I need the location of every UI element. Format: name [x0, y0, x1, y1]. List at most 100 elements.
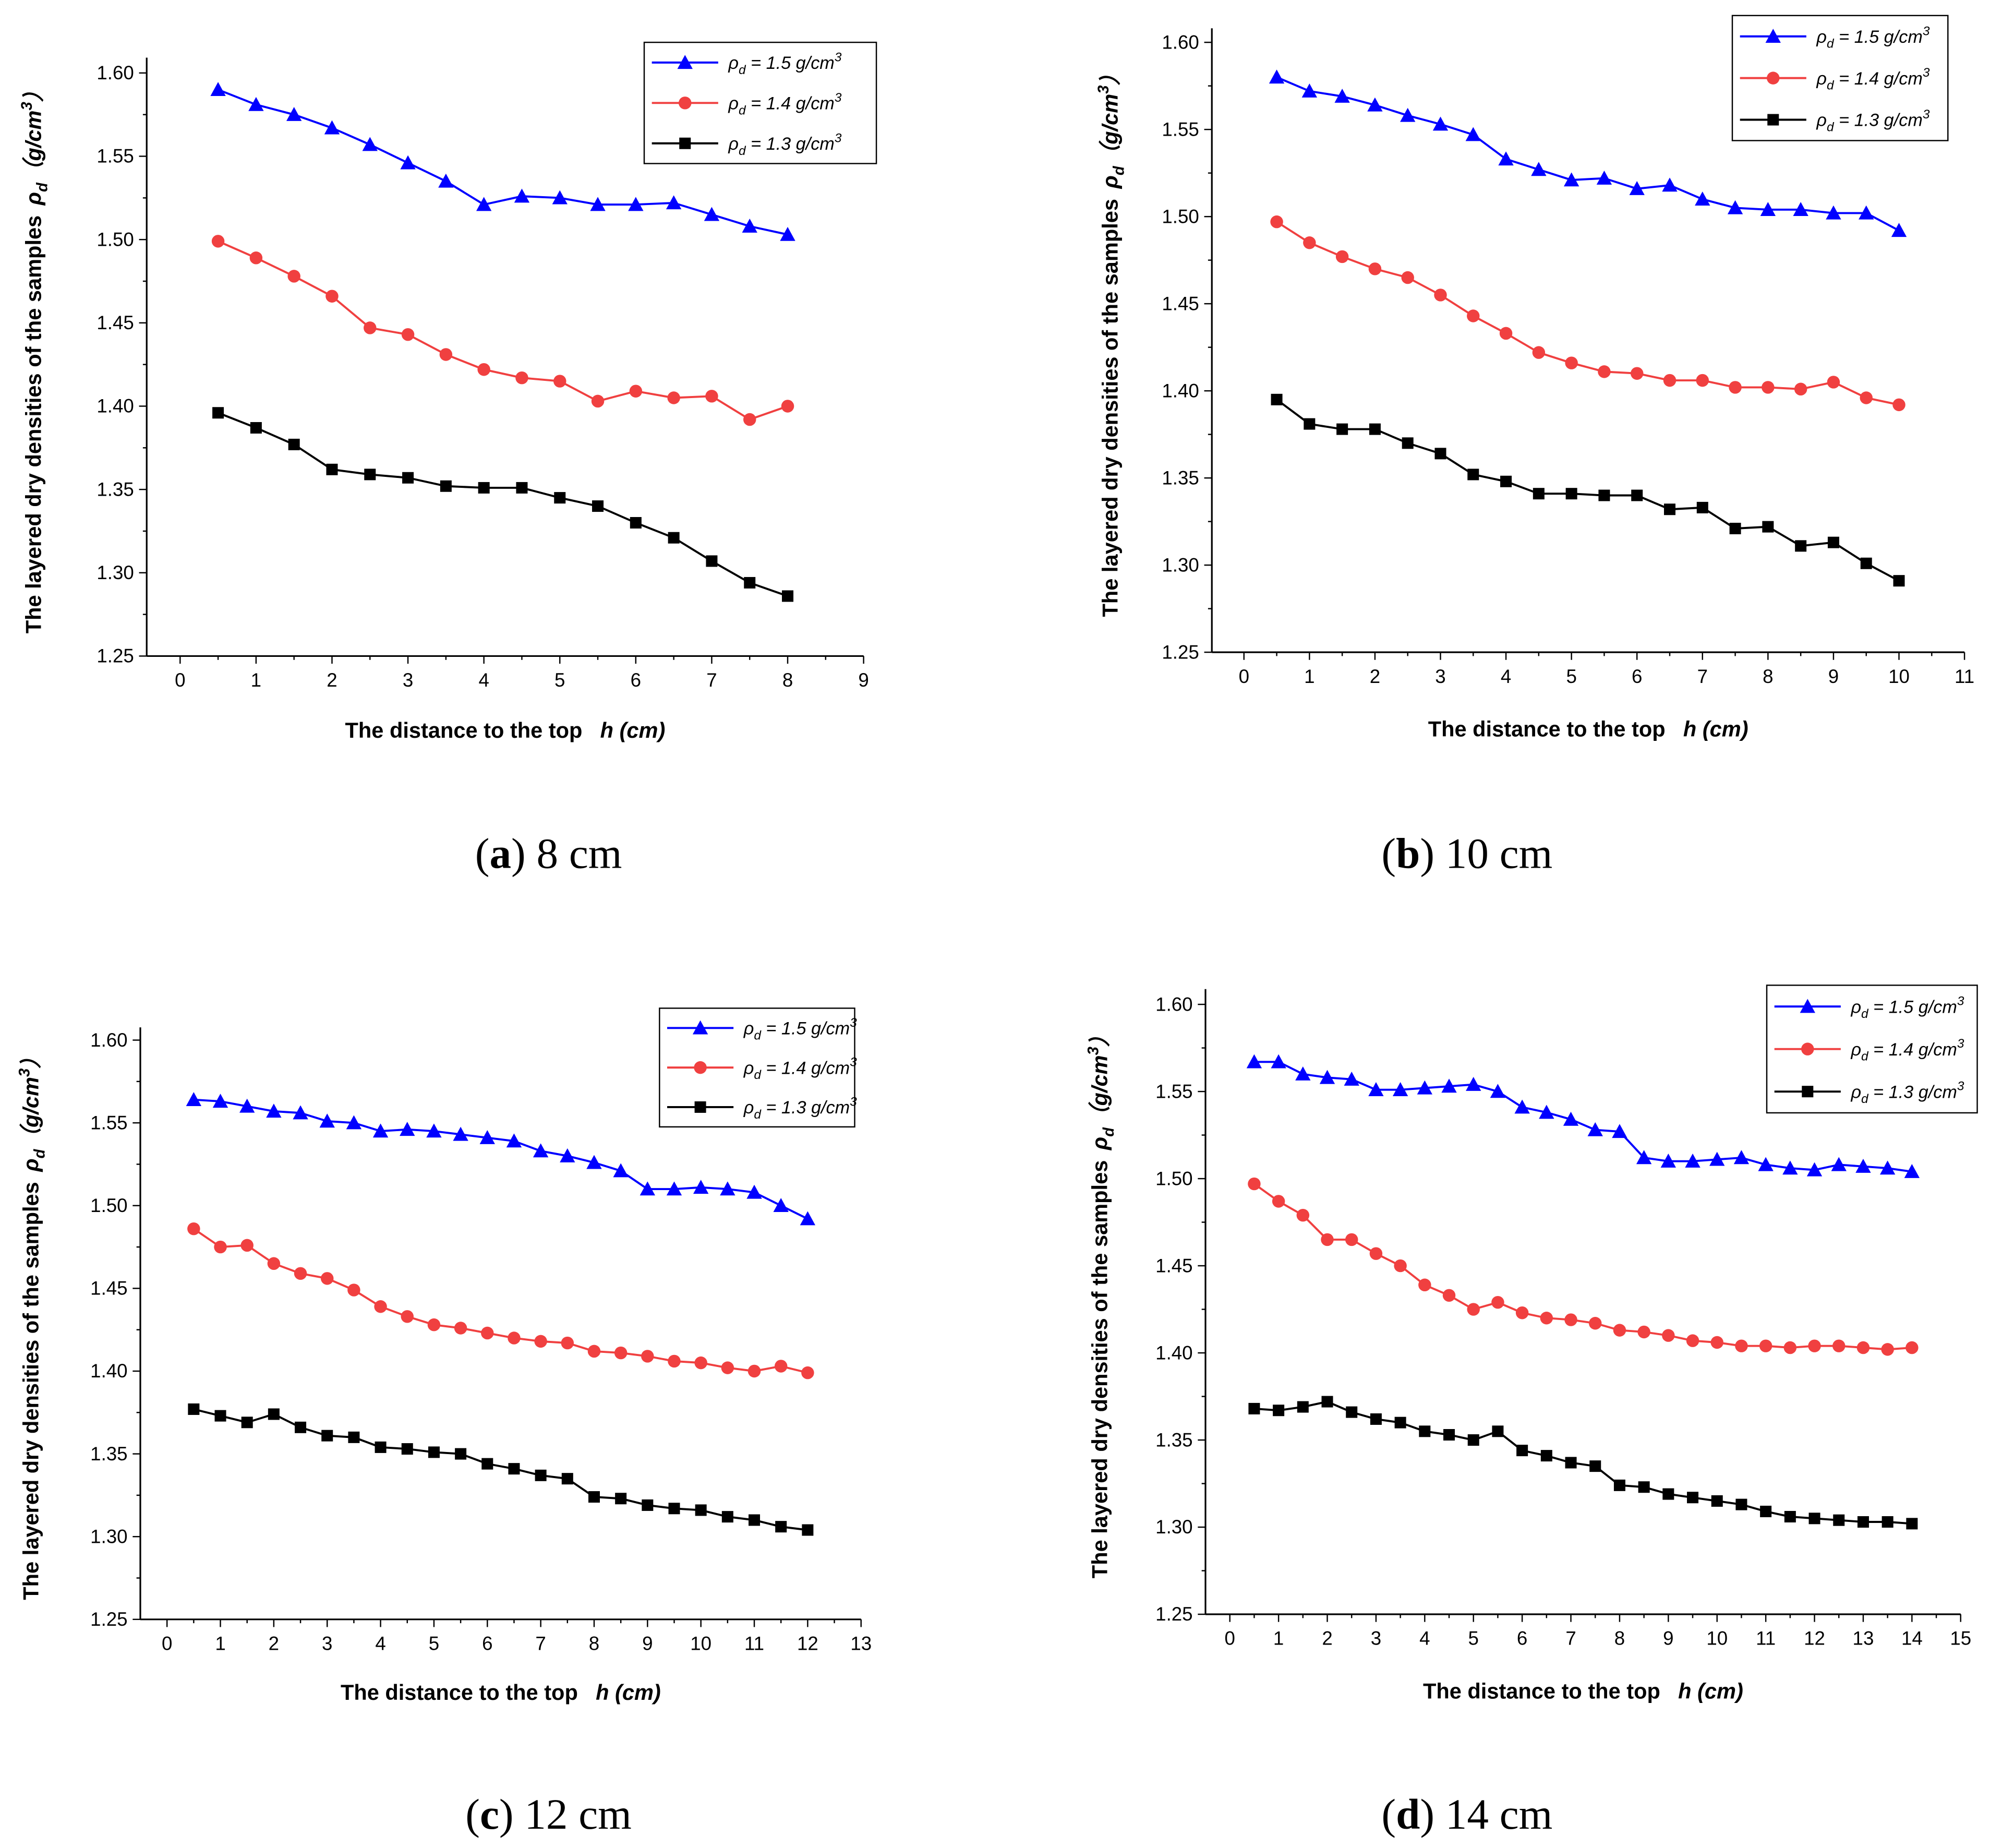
series-circle — [1248, 1177, 1919, 1356]
x-tick-label: 2 — [327, 669, 337, 691]
data-point — [801, 1366, 814, 1379]
data-point — [1491, 1295, 1504, 1309]
data-point — [1735, 1339, 1748, 1352]
legend-symbol: ρ — [1850, 1040, 1861, 1060]
data-point — [477, 363, 490, 376]
x-label-var: h (cm) — [1683, 717, 1748, 741]
data-point — [1735, 1498, 1747, 1510]
x-tick-label: 3 — [403, 669, 413, 691]
data-point — [553, 375, 566, 388]
data-point — [1881, 1343, 1894, 1356]
y-tick-label: 1.60 — [90, 1029, 127, 1051]
data-point — [286, 106, 302, 121]
data-point — [1514, 1099, 1530, 1114]
data-point — [239, 1098, 255, 1113]
chart-panel-a: 1.25 1.30 1.35 1.40 1.45 1.50 1.55 1.60 0 1 2 3 4 5 6 7… — [18, 41, 877, 877]
caption-paren: ) — [1420, 829, 1434, 877]
data-point — [515, 371, 528, 385]
data-point — [240, 1239, 254, 1252]
data-point — [454, 1322, 467, 1335]
x-tick-label: 5 — [554, 669, 565, 691]
data-point — [319, 1113, 335, 1128]
data-point — [453, 1126, 468, 1141]
data-point — [1443, 1429, 1455, 1441]
y-label-unit: （g/cm — [1097, 94, 1122, 166]
x-tick-label: 2 — [1322, 1628, 1332, 1649]
data-point — [321, 1272, 334, 1285]
data-point — [1709, 1151, 1725, 1166]
series-triangle — [186, 1092, 816, 1226]
x-tick-label: 8 — [1614, 1628, 1625, 1649]
x-tick-label: 9 — [1828, 666, 1839, 687]
data-point — [668, 532, 680, 544]
data-point — [666, 1181, 682, 1196]
data-point — [1629, 181, 1645, 195]
data-point — [188, 1403, 200, 1415]
data-point — [508, 1463, 520, 1475]
data-point — [321, 1430, 333, 1442]
data-point — [704, 207, 720, 221]
legend-sub: d — [1827, 121, 1835, 135]
x-tick-label: 9 — [1663, 1628, 1673, 1649]
data-point — [1441, 1078, 1457, 1093]
y-tick-label: 1.55 — [1162, 118, 1199, 140]
y-label-sup: 3 — [16, 1069, 33, 1077]
data-point — [1711, 1495, 1723, 1507]
data-point — [641, 1350, 654, 1363]
y-tick-label: 1.55 — [97, 146, 134, 167]
data-point — [1904, 1164, 1920, 1178]
data-point — [800, 1211, 816, 1226]
y-tick-label: 1.45 — [97, 312, 134, 333]
legend-label: ρd = 1.5 g/cm3 — [743, 1016, 857, 1042]
x-tick-label: 4 — [1419, 1628, 1430, 1649]
data-point — [1826, 205, 1841, 220]
legend-label: ρd = 1.5 g/cm3 — [1850, 994, 1964, 1021]
x-tick-label: 6 — [1517, 1628, 1527, 1649]
data-point — [1297, 1401, 1309, 1413]
data-point — [1269, 69, 1285, 84]
data-point — [1335, 250, 1349, 263]
y-label-unit: （g/cm — [18, 1077, 43, 1149]
y-tick-label: 1.60 — [1162, 31, 1199, 53]
legend-marker — [1800, 999, 1815, 1013]
x-label-var: h (cm) — [1678, 1678, 1743, 1703]
chart-panel-d: 1.251.301.351.401.451.501.551.600 1 2 3 4 5 6 7… — [1085, 985, 1978, 1838]
data-point — [1273, 1405, 1285, 1417]
data-point — [1696, 374, 1709, 387]
series-triangle — [210, 82, 795, 241]
legend-sup: 3 — [1923, 24, 1930, 38]
data-point — [1467, 309, 1480, 322]
legend-text: = 1.4 g/cm — [1834, 69, 1923, 89]
y-tick-label: 1.30 — [1162, 554, 1199, 575]
data-point — [439, 348, 453, 361]
legend-marker — [692, 1020, 708, 1035]
data-point — [1402, 437, 1414, 449]
y-label-symbol: ρ — [18, 1159, 43, 1172]
legend-text: = 1.5 g/cm — [746, 53, 835, 73]
series-circle — [1270, 215, 1905, 412]
data-point — [481, 1458, 493, 1470]
x-tick-label: 3 — [1435, 666, 1445, 687]
legend-symbol: ρ — [1850, 1082, 1861, 1102]
data-point — [1784, 1510, 1796, 1522]
data-point — [294, 1267, 307, 1280]
legend-sub: d — [739, 103, 746, 117]
data-point — [211, 235, 225, 248]
y-label-unit: （g/cm — [21, 111, 45, 183]
data-point — [1565, 356, 1578, 369]
data-point — [1808, 1339, 1821, 1352]
data-point — [1612, 1124, 1627, 1138]
caption-text: 10 cm — [1434, 829, 1552, 877]
legend-sub: d — [1861, 1050, 1869, 1064]
legend-symbol: ρ — [728, 94, 739, 114]
data-point — [1695, 191, 1710, 206]
legend-symbol: ρ — [1816, 111, 1827, 130]
data-point — [1467, 1303, 1480, 1316]
series-circle — [187, 1222, 814, 1379]
data-point — [706, 555, 718, 567]
data-point — [1248, 1402, 1260, 1414]
data-point — [1564, 1313, 1577, 1326]
y-tick-label: 1.35 — [1155, 1429, 1192, 1450]
data-point — [401, 328, 415, 341]
series-square — [188, 1403, 814, 1536]
